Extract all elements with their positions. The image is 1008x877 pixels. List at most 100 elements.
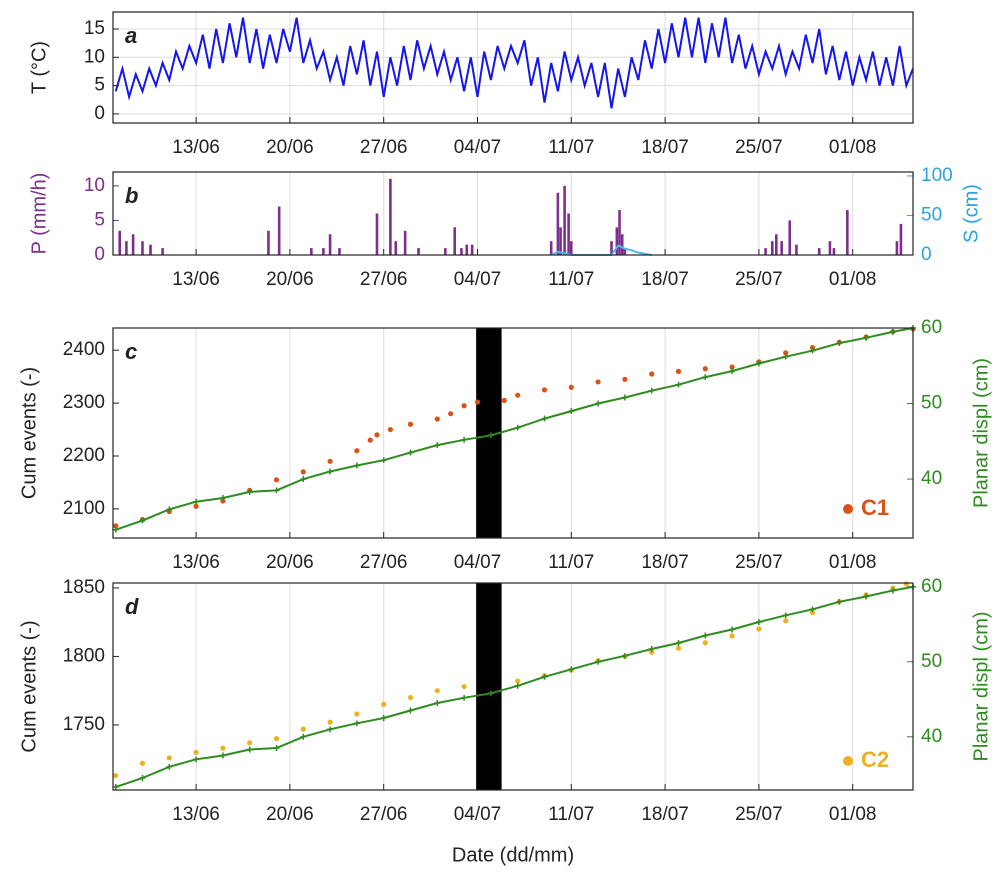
data-line xyxy=(112,325,916,533)
y-tick-label: 15 xyxy=(84,18,105,39)
data-point xyxy=(702,640,708,646)
bar xyxy=(569,241,573,255)
bar xyxy=(322,248,325,255)
bar xyxy=(828,241,832,255)
bar xyxy=(780,241,783,255)
data-point xyxy=(193,503,199,509)
bar xyxy=(615,227,619,255)
data-line xyxy=(114,17,914,109)
bar xyxy=(610,241,613,255)
data-point xyxy=(568,384,574,390)
data-point xyxy=(273,736,280,742)
x-tick-label: 25/07 xyxy=(735,552,783,573)
data-point xyxy=(515,678,521,684)
data-point xyxy=(113,523,119,529)
x-tick-label: 18/07 xyxy=(641,137,689,158)
bar xyxy=(131,234,135,255)
data-point xyxy=(139,760,146,766)
data-point xyxy=(783,618,789,624)
bar xyxy=(460,248,463,255)
bar xyxy=(620,234,624,255)
y-tick-label: 10 xyxy=(84,175,105,196)
y-tick-label: 2300 xyxy=(63,392,105,413)
bar xyxy=(764,248,767,255)
y-axis-label: P (mm/h) xyxy=(28,173,50,255)
data-point xyxy=(367,437,373,443)
x-tick-label: 13/06 xyxy=(172,552,220,573)
bar xyxy=(389,178,392,255)
x-tick-label: 27/06 xyxy=(360,269,408,290)
plot-area xyxy=(113,328,913,538)
data-point xyxy=(300,726,306,732)
plot-frame xyxy=(112,171,914,256)
data-line xyxy=(550,244,652,256)
data-point xyxy=(649,649,655,655)
y-axis-label: Cum events (-) xyxy=(18,367,40,499)
bar xyxy=(795,244,798,255)
bar xyxy=(403,230,407,255)
data-point xyxy=(407,421,414,427)
y2-axis-label: Planar displ (cm) xyxy=(970,358,992,508)
x-tick-label: 13/06 xyxy=(172,137,220,158)
data-point xyxy=(461,403,467,409)
bar xyxy=(161,248,164,255)
x-tick-label: 18/07 xyxy=(641,804,689,825)
data-point xyxy=(407,694,414,701)
data-point xyxy=(783,350,789,356)
bar xyxy=(817,248,821,255)
bar xyxy=(375,213,379,255)
bar xyxy=(394,241,398,255)
y-tick-label: 2100 xyxy=(63,498,105,519)
y-tick-label: 0 xyxy=(94,103,105,124)
bar xyxy=(556,192,560,255)
plot-frame xyxy=(112,582,914,791)
x-tick-label: 04/07 xyxy=(454,137,502,158)
panel-label: b xyxy=(125,183,138,208)
x-tick-label: 20/06 xyxy=(266,269,314,290)
data-point xyxy=(501,397,507,404)
x-tick-label: 25/07 xyxy=(735,137,783,158)
y-tick-label: 1750 xyxy=(63,714,105,735)
bar xyxy=(141,241,144,255)
bar xyxy=(775,234,778,255)
data-point xyxy=(756,626,762,632)
bar xyxy=(465,244,469,255)
y-tick-label: 1800 xyxy=(63,645,105,666)
bar xyxy=(267,230,270,255)
x-tick-label: 04/07 xyxy=(454,804,502,825)
x-tick-label: 20/06 xyxy=(266,552,314,573)
data-point xyxy=(649,371,655,377)
bar xyxy=(470,244,474,255)
x-tick-label: 20/06 xyxy=(266,804,314,825)
y-tick-label: 10 xyxy=(84,46,105,67)
bar xyxy=(788,220,792,255)
y2-tick-label: 40 xyxy=(921,726,942,747)
bar xyxy=(770,241,774,255)
data-point xyxy=(434,416,440,422)
data-line xyxy=(112,583,916,790)
x-tick-label: 01/08 xyxy=(829,804,877,825)
bar xyxy=(618,210,621,255)
bar xyxy=(832,248,836,255)
bar xyxy=(549,241,553,255)
y2-tick-label: 100 xyxy=(921,165,953,186)
data-point xyxy=(381,701,387,707)
x-tick-label: 01/08 xyxy=(829,137,877,158)
x-tick-label: 27/06 xyxy=(360,552,408,573)
y-axis-label: Cum events (-) xyxy=(18,620,40,752)
bar xyxy=(623,248,627,255)
legend-marker xyxy=(843,756,853,766)
data-point xyxy=(461,683,467,690)
data-point xyxy=(448,411,454,417)
x-tick-label: 04/07 xyxy=(454,552,502,573)
data-point xyxy=(327,458,333,464)
y-axis-label: T (°C) xyxy=(28,41,50,94)
y2-tick-label: 60 xyxy=(921,317,942,338)
y2-tick-label: 0 xyxy=(921,244,932,265)
data-point xyxy=(300,469,306,475)
data-point xyxy=(515,392,521,398)
y-tick-label: 0 xyxy=(94,244,105,265)
plot-area xyxy=(113,172,913,255)
x-axis-label: Date (dd/mm) xyxy=(452,844,574,866)
